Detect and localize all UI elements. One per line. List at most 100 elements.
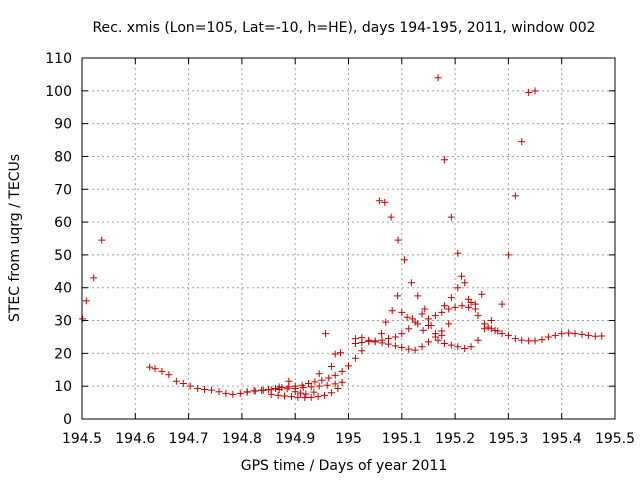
data-point [297, 389, 305, 397]
data-point [440, 156, 448, 164]
data-point [351, 354, 359, 362]
data-point [358, 347, 366, 355]
data-point [461, 344, 469, 352]
data-point [487, 325, 495, 333]
data-point [440, 302, 448, 310]
data-point [331, 350, 339, 358]
data-point [565, 329, 573, 337]
data-point [414, 292, 422, 300]
data-point [259, 386, 267, 394]
data-point [424, 321, 432, 329]
data-point [584, 331, 592, 339]
y-tick-label: 50 [54, 248, 72, 264]
data-point [504, 331, 512, 339]
data-point [525, 337, 533, 345]
data-point [405, 345, 413, 353]
data-point [275, 383, 283, 391]
data-point [414, 320, 422, 328]
data-point [285, 377, 293, 385]
data-point [538, 336, 546, 344]
data-point [358, 339, 366, 347]
data-point [418, 343, 426, 351]
data-point [454, 249, 462, 257]
data-point [302, 390, 310, 398]
data-point [398, 330, 406, 338]
data-point [321, 391, 329, 399]
data-point [151, 365, 159, 373]
data-point [391, 333, 399, 341]
data-point [531, 87, 539, 95]
x-tick-label: 195.1 [382, 431, 422, 447]
data-point [215, 388, 223, 396]
data-point [371, 337, 379, 345]
data-point [79, 315, 87, 323]
data-point [447, 294, 455, 302]
data-point [400, 256, 408, 264]
data-point [381, 198, 389, 206]
data-point [165, 371, 173, 379]
data-point [424, 338, 432, 346]
x-tick-label: 195.5 [595, 431, 635, 447]
data-point [487, 317, 495, 325]
data-point [90, 274, 98, 282]
data-point [551, 331, 559, 339]
data-point [457, 272, 465, 280]
data-point [315, 370, 323, 378]
y-axis-label: STEC from uqrg / TECUs [7, 154, 23, 322]
data-point [307, 383, 315, 391]
x-tick-label: 194.9 [275, 431, 315, 447]
grid-lines [82, 58, 615, 419]
data-point [391, 342, 399, 350]
x-tick-label: 195.3 [488, 431, 528, 447]
data-point [531, 337, 539, 345]
data-point [525, 88, 533, 96]
data-point [294, 393, 302, 401]
data-point [334, 384, 342, 392]
data-point [325, 374, 333, 382]
data-point [431, 312, 439, 320]
y-tick-label: 60 [54, 215, 72, 231]
data-point [251, 387, 259, 395]
data-point [544, 333, 552, 341]
data-point [327, 389, 335, 397]
data-point [474, 336, 482, 344]
data-point [387, 213, 395, 221]
data-point [511, 192, 519, 200]
data-point [454, 343, 462, 351]
y-tick-label: 110 [45, 51, 72, 67]
data-point [307, 393, 315, 401]
data-point [267, 390, 275, 398]
data-point [408, 315, 416, 323]
data-point [322, 330, 330, 338]
data-point [451, 303, 459, 311]
data-point [384, 335, 392, 343]
data-point [394, 236, 402, 244]
data-point [518, 138, 526, 146]
data-point [434, 74, 442, 82]
x-tick-label: 194.5 [62, 431, 102, 447]
data-point [504, 251, 512, 259]
data-point [411, 346, 419, 354]
data-point [287, 393, 295, 401]
data-point [378, 336, 386, 344]
data-point [424, 315, 432, 323]
data-point [467, 343, 475, 351]
data-point [431, 330, 439, 338]
y-tick-label: 40 [54, 281, 72, 297]
data-point [407, 279, 415, 287]
data-point [318, 376, 326, 384]
x-tick-label: 194.6 [115, 431, 155, 447]
axis-ticks [81, 57, 616, 420]
data-point [454, 284, 462, 292]
data-point [365, 338, 373, 346]
data-point [301, 394, 309, 402]
data-point [498, 330, 506, 338]
data-point [484, 323, 492, 331]
data-point [315, 382, 323, 390]
data-point [480, 320, 488, 328]
data-point [82, 297, 90, 305]
y-tick-label: 20 [54, 346, 72, 362]
y-tick-labels: 0 10 20 30 40 50 60 70 80 90 100 110 [45, 51, 72, 428]
data-point [464, 303, 472, 311]
data-point [461, 279, 469, 287]
